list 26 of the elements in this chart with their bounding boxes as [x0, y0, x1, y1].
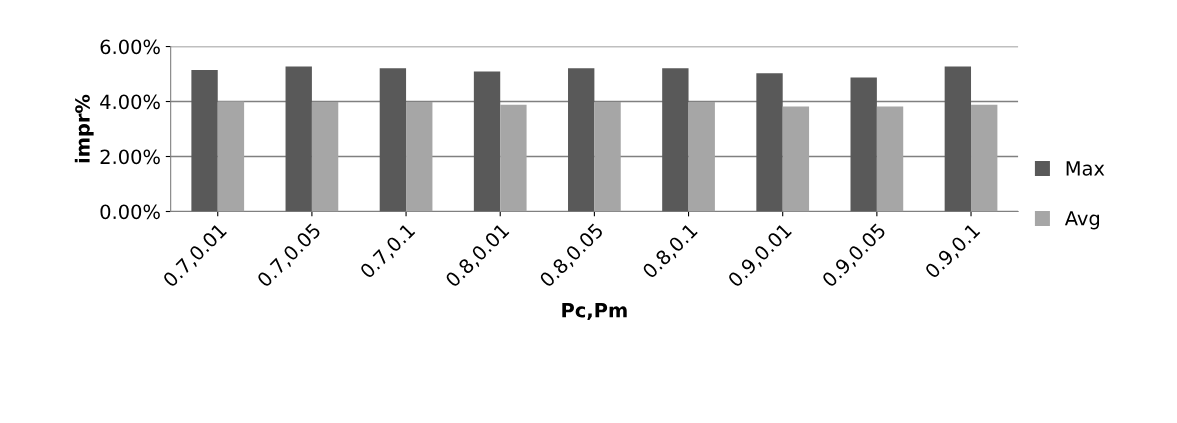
bar — [191, 69, 218, 212]
bar — [876, 106, 904, 212]
bar — [782, 106, 810, 212]
bar — [594, 102, 621, 212]
bar — [971, 104, 998, 212]
y-tick-label: 6.00% — [100, 39, 160, 55]
y-tick-label: 4.00% — [100, 94, 160, 110]
bar — [285, 66, 312, 212]
x-axis-title: Pc,Pm — [562, 303, 627, 321]
bar — [406, 102, 433, 212]
bar — [379, 68, 407, 212]
y-tick-label: 0.00% — [100, 204, 160, 220]
y-tick-label: 2.00% — [100, 149, 160, 165]
bar — [944, 66, 972, 212]
bar — [473, 71, 501, 212]
legend-label: Avg — [1064, 211, 1100, 230]
bar — [850, 77, 877, 212]
y-axis-title: impr% — [74, 94, 94, 163]
bar — [217, 101, 245, 212]
bar — [311, 102, 339, 212]
bar — [688, 102, 715, 212]
bar — [500, 104, 527, 212]
bar — [568, 68, 595, 212]
bar — [662, 68, 689, 212]
legend-label: Max — [1066, 161, 1105, 176]
bar — [756, 73, 783, 212]
